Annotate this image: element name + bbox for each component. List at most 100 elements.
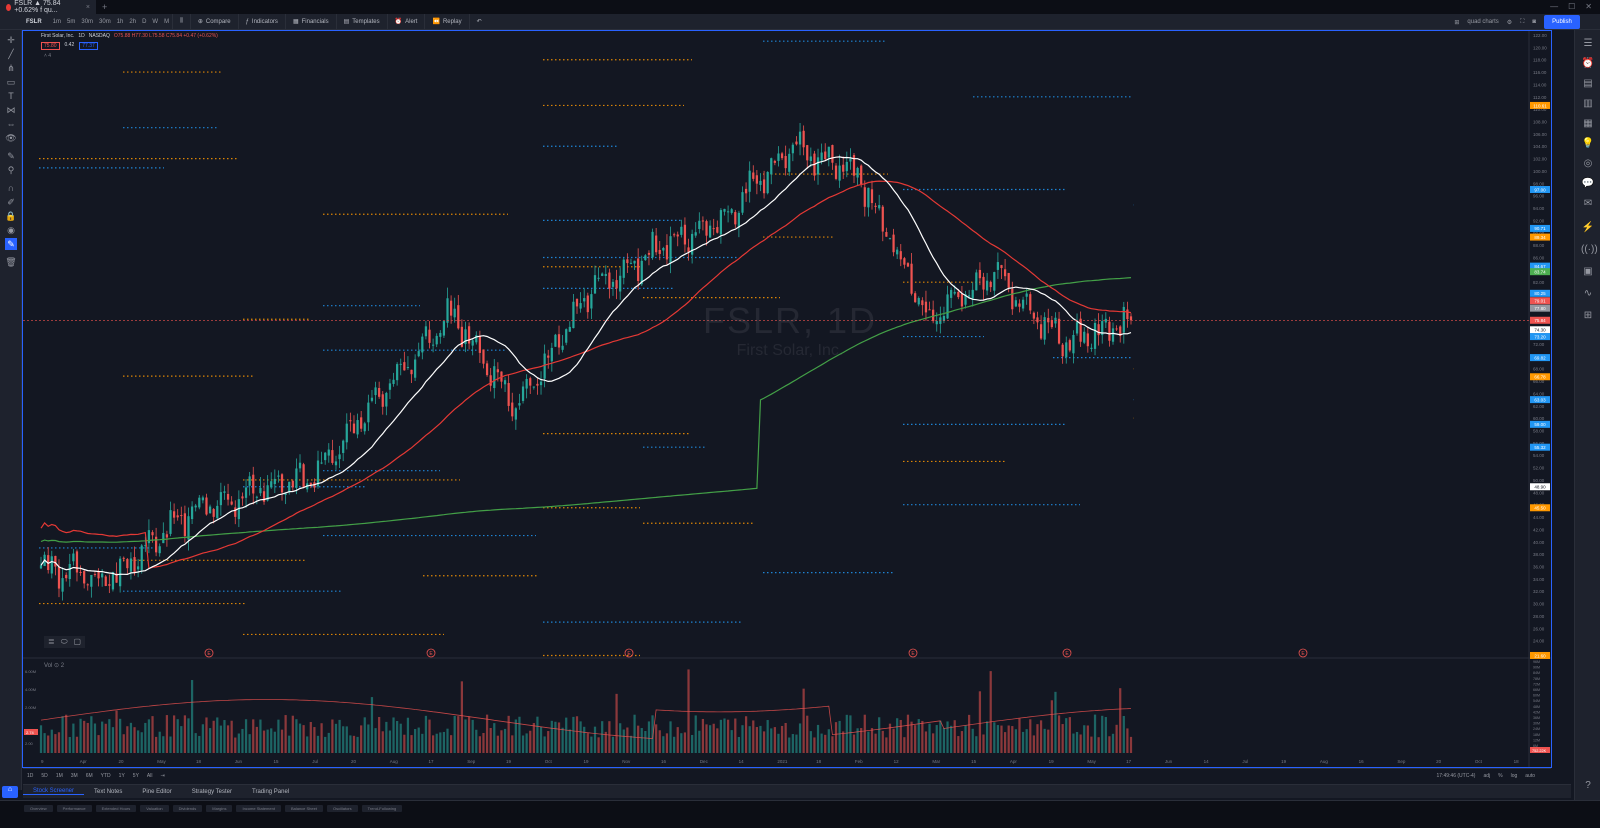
timeframe-m[interactable]: M	[164, 18, 170, 25]
ellipse-icon[interactable]: ⬭	[60, 637, 68, 646]
adj-toggle[interactable]: adj	[1483, 772, 1491, 779]
fullscreen-icon[interactable]: ⛶	[1520, 18, 1525, 25]
pattern-icon[interactable]: ⋈	[6, 104, 16, 115]
home-icon[interactable]: ⌂	[2, 786, 18, 798]
layout-name[interactable]: quad charts	[1467, 19, 1499, 25]
range-5y[interactable]: 5Y	[132, 772, 139, 779]
settings-gear-icon[interactable]: ⚙	[1506, 19, 1513, 26]
chart-type-button[interactable]: ⫼	[172, 13, 190, 30]
list-icon[interactable]: ≣	[48, 637, 55, 646]
screener-income[interactable]: Income Statement	[236, 805, 281, 812]
ask-button[interactable]: 77.37	[79, 42, 98, 50]
percent-toggle[interactable]: %	[1498, 772, 1503, 779]
price-chart[interactable]: 122.00120.00118.00116.00114.00112.00110.…	[23, 31, 1551, 767]
chart-pane[interactable]	[22, 30, 1552, 768]
timeframe-30m-a[interactable]: 30m	[81, 18, 94, 25]
range-1y[interactable]: 1Y	[118, 772, 125, 779]
screener-balance[interactable]: Balance Sheet	[284, 805, 323, 812]
replay-button[interactable]: ⏪ Replay	[424, 13, 468, 30]
earnings-marker[interactable]	[624, 648, 634, 658]
favorites-icon[interactable]: ✎	[5, 238, 17, 250]
screener-performance[interactable]: Performance	[56, 805, 92, 812]
watchlist-icon[interactable]: ☰	[1583, 38, 1593, 49]
trendline-icon[interactable]: ╱	[8, 48, 14, 59]
clock[interactable]: 17:49:46 (UTC-4)	[1436, 772, 1476, 779]
brush-icon[interactable]: ✎	[7, 150, 15, 161]
hide-eye-icon[interactable]: ◉	[7, 224, 15, 235]
range-ytd[interactable]: YTD	[100, 772, 111, 779]
undo-button[interactable]: ↶	[468, 13, 489, 30]
range-1m[interactable]: 1M	[55, 772, 63, 779]
pulse-icon[interactable]: ∿	[1583, 288, 1593, 299]
layout-grid-icon[interactable]: ⊞	[1454, 19, 1460, 26]
tab-strategy-tester[interactable]: Strategy Tester	[191, 788, 232, 795]
eye-icon[interactable]: 👁	[5, 132, 17, 143]
measure-icon[interactable]: ⇔	[6, 119, 16, 129]
bid-button[interactable]: 75.80	[41, 42, 60, 50]
broadcast-icon[interactable]: ((·))	[1581, 244, 1598, 255]
goto-date-icon[interactable]: ⇥	[160, 772, 165, 779]
tab-text-notes[interactable]: Text Notes	[94, 788, 123, 795]
pitchfork-icon[interactable]: ⋔	[7, 62, 15, 73]
hotlist-icon[interactable]: ▥	[1583, 98, 1593, 109]
earnings-marker[interactable]	[908, 648, 918, 658]
tab-pine-editor[interactable]: Pine Editor	[142, 788, 172, 795]
alerts-icon[interactable]: ⏰	[1581, 58, 1595, 69]
screener-valuation[interactable]: Valuation	[140, 805, 169, 812]
data-window-icon[interactable]: ▤	[1583, 78, 1593, 89]
help-icon[interactable]: ?	[1585, 780, 1591, 791]
screener-trend[interactable]: Trend-Following	[361, 805, 403, 812]
indicators-collapse[interactable]: ˄ 4	[44, 53, 52, 59]
timeframe-30m-b[interactable]: 30m	[99, 18, 111, 25]
screener-dividends[interactable]: Dividends	[172, 805, 203, 812]
tab-stock-screener[interactable]: Stock Screener	[23, 788, 85, 795]
earnings-marker[interactable]	[1062, 648, 1072, 658]
auto-toggle[interactable]: auto	[1525, 772, 1535, 779]
screener-oscillators[interactable]: Oscillators	[326, 805, 358, 812]
grid-icon[interactable]: ⊞	[1583, 310, 1593, 321]
compare-button[interactable]: ⊕ Compare	[189, 13, 238, 30]
timeframe-1h[interactable]: 1h	[116, 18, 124, 25]
rectangle-icon[interactable]: ▭	[6, 76, 16, 87]
stay-drawing-icon[interactable]: ✐	[7, 196, 15, 207]
range-5d[interactable]: 5D	[41, 772, 48, 779]
new-tab-button[interactable]: +	[102, 2, 108, 12]
lock-icon[interactable]: 🔒	[5, 210, 17, 221]
timeframe-5m[interactable]: 5m	[67, 18, 76, 25]
earnings-marker[interactable]	[204, 648, 214, 658]
publish-button[interactable]: Publish	[1544, 15, 1580, 29]
frame-icon[interactable]: ▢	[73, 637, 82, 646]
minimize-icon[interactable]: —	[1550, 2, 1559, 11]
close-tab-icon[interactable]: ×	[85, 3, 90, 11]
screener-overview[interactable]: Overview	[24, 805, 53, 812]
camera-icon[interactable]: ◙	[1532, 19, 1536, 25]
symbol-search[interactable]: FSLR	[26, 18, 42, 25]
timeframe-w[interactable]: W	[152, 18, 159, 25]
volume-legend[interactable]: Vol ⊙ 2	[44, 663, 65, 669]
tab-trading-panel[interactable]: Trading Panel	[252, 788, 290, 795]
templates-button[interactable]: ▤ Templates	[335, 13, 387, 30]
series-legend[interactable]: First Solar, Inc. 1D NASDAQ O75.88 H77.3…	[41, 33, 218, 39]
indicators-button[interactable]: ƒ Indicators	[237, 13, 285, 30]
browser-tab[interactable]: FSLR ▲ 75.84 +0.62% f qu... ×	[0, 0, 96, 14]
trash-icon[interactable]: 🗑	[5, 256, 17, 267]
timeframe-d[interactable]: D	[142, 18, 147, 25]
zoom-icon[interactable]: ⚲	[7, 164, 15, 175]
screener-margins[interactable]: Margins	[206, 805, 233, 812]
notifications-icon[interactable]: ✉	[1583, 198, 1593, 209]
streams-icon[interactable]: ◎	[1583, 158, 1593, 169]
chat-icon[interactable]: 💬	[1581, 178, 1595, 189]
close-window-icon[interactable]: ✕	[1585, 2, 1592, 11]
ideas-icon[interactable]: 💡	[1581, 138, 1595, 149]
magnet-icon[interactable]: ∩	[7, 183, 15, 193]
crosshair-icon[interactable]: ✛	[7, 34, 15, 45]
calendar-icon[interactable]: ▦	[1583, 118, 1593, 129]
earnings-marker[interactable]	[1298, 648, 1308, 658]
maximize-icon[interactable]: ☐	[1568, 2, 1576, 11]
news-icon[interactable]: ▣	[1583, 266, 1593, 277]
text-icon[interactable]: T	[8, 91, 14, 101]
financials-button[interactable]: ▦ Financials	[284, 13, 336, 30]
earnings-marker[interactable]	[426, 648, 436, 658]
range-3m[interactable]: 3M	[70, 772, 78, 779]
log-toggle[interactable]: log	[1510, 772, 1518, 779]
